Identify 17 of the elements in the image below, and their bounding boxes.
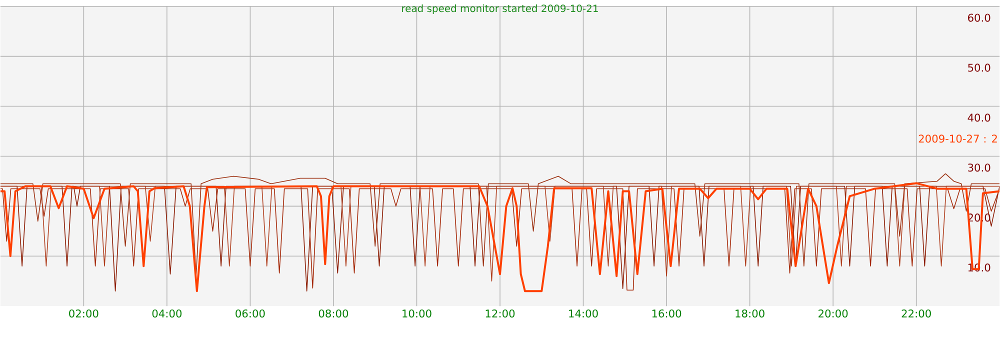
x-tick-label: 02:00 <box>69 309 98 318</box>
y-tick-label: 40.0 <box>968 114 990 122</box>
x-tick-label: 14:00 <box>569 309 598 318</box>
x-tick-label: 18:00 <box>736 309 764 318</box>
chart-title: read speed monitor started 2009-10-21 <box>402 4 598 14</box>
x-tick-label: 20:00 <box>818 309 848 318</box>
x-tick-label: 12:00 <box>486 309 515 318</box>
x-tick-label: 08:00 <box>318 309 348 318</box>
y-tick-label: 30.0 <box>968 164 990 172</box>
x-tick-label: 22:00 <box>902 309 931 318</box>
x-tick-label: 10:00 <box>402 309 432 318</box>
text: 2009-10-27 : 2 <box>918 134 997 143</box>
y-tick-label: 50.0 <box>968 64 990 72</box>
x-tick-label: 04:00 <box>152 309 182 318</box>
x-tick-label: 06:00 <box>236 309 265 318</box>
x-tick-label: 16:00 <box>652 309 682 318</box>
y-tick-label: 60.0 <box>968 14 990 22</box>
